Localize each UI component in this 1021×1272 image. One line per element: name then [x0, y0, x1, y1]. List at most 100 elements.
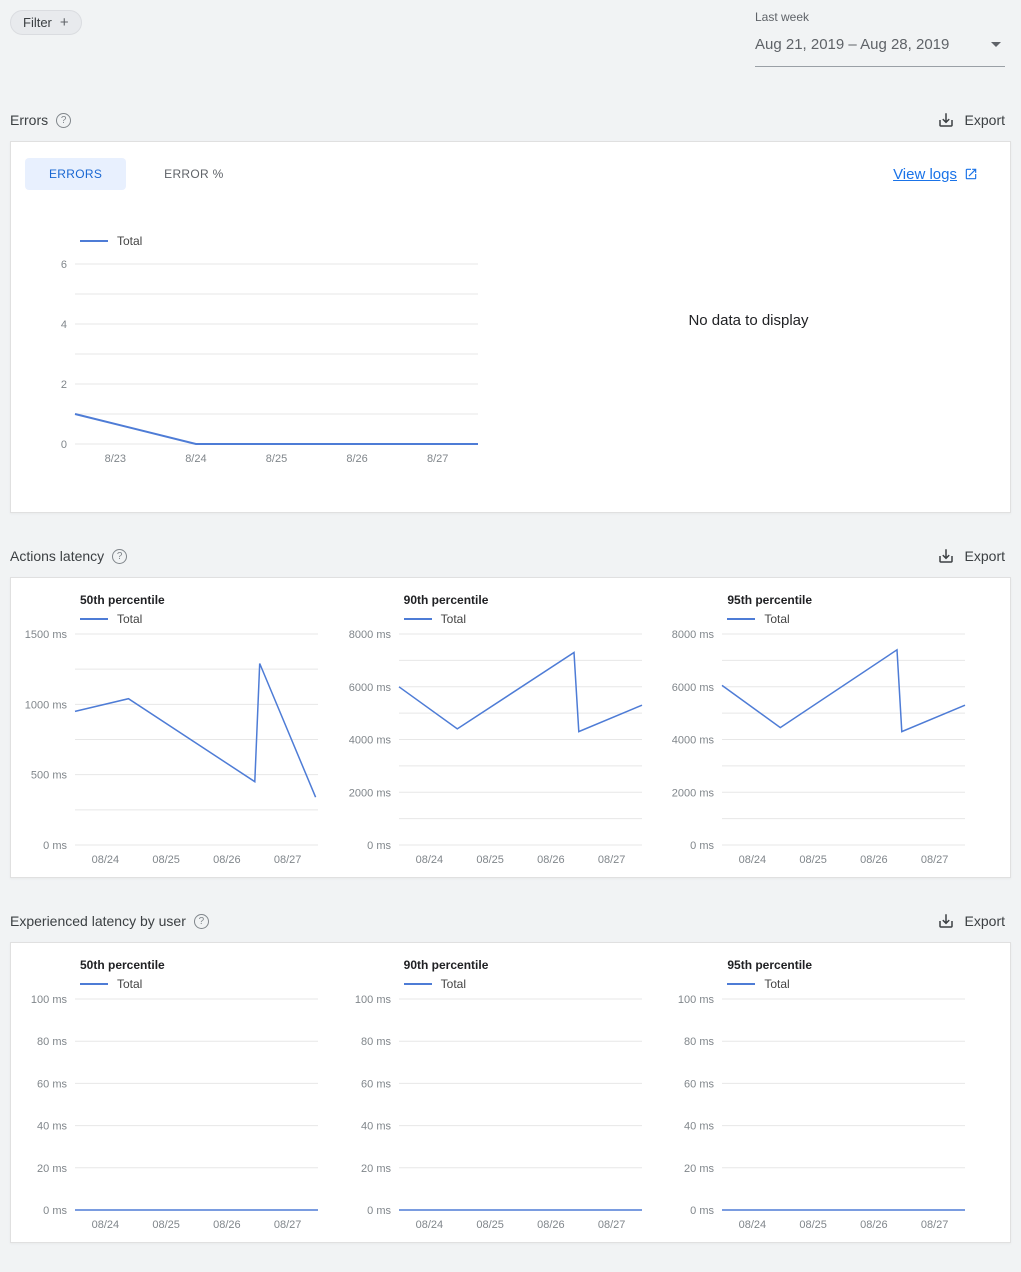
svg-text:08/24: 08/24 [415, 854, 443, 866]
svg-text:60 ms: 60 ms [684, 1078, 714, 1090]
experienced-latency-title-row: Experienced latency by user ? [10, 913, 209, 929]
user-p95-chart: 0 ms 20 ms 40 ms 60 ms 80 ms 100 ms 08/24 08/25… [672, 993, 996, 1236]
legend-line-swatch [80, 240, 108, 242]
chart-legend: Total [727, 977, 996, 991]
errors-chart-block: Total 0 2 4 6 8/23 8/24 8/25 8/26 8/27 [25, 234, 503, 470]
actions-latency-title-row: Actions latency ? [10, 548, 128, 564]
chart-col-90th: 90th percentile Total 0 ms 20 ms 40 ms 60 m… [349, 958, 673, 1236]
legend-label: Total [764, 612, 790, 626]
errors-body: Total 0 2 4 6 8/23 8/24 8/25 8/26 8/27 No data t… [25, 190, 994, 470]
chart-title: 90th percentile [403, 958, 489, 972]
filter-button[interactable]: Filter + [10, 10, 82, 35]
legend-line-swatch [80, 983, 108, 985]
chart-col-95th: 95th percentile Total 0 ms 20 ms 40 ms 60 m… [672, 958, 996, 1236]
svg-text:08/26: 08/26 [213, 854, 241, 866]
svg-text:1000 ms: 1000 ms [25, 699, 67, 711]
errors-section-head: Errors ? Export [10, 107, 1011, 133]
actions-latency-charts: 50th percentile Total 0 ms 500 ms 1000 ms 1… [25, 593, 996, 871]
svg-text:20 ms: 20 ms [37, 1163, 67, 1175]
svg-text:1500 ms: 1500 ms [25, 629, 67, 641]
open-in-new-icon [965, 168, 977, 180]
actions-latency-section-head: Actions latency ? Export [10, 543, 1011, 569]
tab-error-percent[interactable]: ERROR % [164, 167, 224, 181]
errors-card: ERRORS ERROR % View logs Total 0 2 4 6 8/23 8… [10, 141, 1011, 513]
svg-text:8/25: 8/25 [266, 453, 287, 465]
svg-text:4: 4 [61, 319, 67, 331]
errors-legend: Total [80, 234, 503, 248]
legend-label: Total [117, 234, 143, 248]
help-icon[interactable]: ? [193, 913, 209, 929]
legend-label: Total [764, 977, 790, 991]
svg-text:500 ms: 500 ms [31, 770, 68, 782]
svg-text:60 ms: 60 ms [361, 1078, 391, 1090]
legend-label: Total [440, 977, 467, 991]
svg-text:8/24: 8/24 [185, 453, 206, 465]
svg-text:80 ms: 80 ms [37, 1036, 67, 1048]
no-data-message: No data to display [688, 311, 809, 329]
svg-text:08/25: 08/25 [476, 1219, 504, 1231]
filter-button-label: Filter [23, 15, 52, 30]
chart-col-90th: 90th percentile Total 0 ms 2000 ms 4000 ms… [348, 593, 673, 871]
chart-title: 50th percentile [80, 958, 165, 972]
svg-text:4000 ms: 4000 ms [672, 735, 714, 747]
actions-p50-chart: 0 ms 500 ms 1000 ms 1500 ms 08/24 08/25 08/26 0… [25, 628, 349, 871]
svg-text:40 ms: 40 ms [37, 1121, 67, 1133]
svg-text:4000 ms: 4000 ms [349, 735, 391, 747]
svg-text:40 ms: 40 ms [684, 1121, 714, 1133]
svg-text:0 ms: 0 ms [367, 1205, 391, 1217]
actions-latency-export-label: Export [964, 548, 1005, 564]
svg-text:08/24: 08/24 [92, 1219, 120, 1231]
date-range-block: Last week Aug 21, 2019 – Aug 28, 2019 [755, 10, 1005, 67]
svg-text:08/25: 08/25 [152, 1219, 180, 1231]
svg-text:100 ms: 100 ms [31, 994, 68, 1006]
experienced-latency-charts: 50th percentile Total 0 ms 20 ms 40 ms 60 m… [25, 958, 996, 1236]
user-p50-chart: 0 ms 20 ms 40 ms 60 ms 80 ms 100 ms 08/24 08/25… [25, 993, 349, 1236]
svg-text:8/26: 8/26 [346, 453, 367, 465]
plus-icon: + [59, 14, 69, 31]
svg-text:80 ms: 80 ms [684, 1036, 714, 1048]
experienced-latency-export-button[interactable]: Export [931, 908, 1011, 934]
legend-label: Total [440, 612, 467, 626]
svg-text:08/26: 08/26 [860, 1219, 888, 1231]
chart-col-95th: 95th percentile Total 0 ms 2000 ms 4000 ms… [672, 593, 996, 871]
svg-text:08/25: 08/25 [800, 1219, 828, 1231]
view-logs-link[interactable]: View logs [893, 166, 978, 183]
actions-latency-export-button[interactable]: Export [931, 543, 1011, 569]
svg-text:08/27: 08/27 [274, 854, 302, 866]
help-icon[interactable]: ? [112, 548, 128, 564]
svg-text:2000 ms: 2000 ms [672, 787, 714, 799]
svg-text:0 ms: 0 ms [691, 840, 715, 852]
svg-text:100 ms: 100 ms [355, 994, 392, 1006]
download-icon [938, 113, 953, 127]
errors-chart: 0 2 4 6 8/23 8/24 8/25 8/26 8/27 [25, 258, 503, 470]
svg-text:0 ms: 0 ms [43, 840, 67, 852]
legend-line-swatch [727, 983, 756, 985]
legend-line-swatch [403, 983, 432, 985]
errors-tabs: ERRORS ERROR % [25, 158, 248, 190]
svg-text:08/24: 08/24 [415, 1219, 443, 1231]
experienced-latency-export-label: Export [964, 913, 1005, 929]
legend-label: Total [117, 977, 143, 991]
view-logs-label: View logs [893, 165, 957, 183]
errors-title-row: Errors ? [10, 112, 72, 128]
download-icon [938, 549, 953, 563]
chart-title: 90th percentile [403, 593, 489, 607]
legend-line-swatch [80, 618, 108, 620]
svg-text:60 ms: 60 ms [37, 1078, 67, 1090]
tab-errors[interactable]: ERRORS [25, 158, 127, 190]
experienced-latency-section-head: Experienced latency by user ? Export [10, 908, 1011, 934]
svg-text:08/27: 08/27 [598, 1219, 626, 1231]
svg-text:08/26: 08/26 [537, 1219, 565, 1231]
date-range-value: Aug 21, 2019 – Aug 28, 2019 [755, 36, 950, 53]
actions-p90-chart: 0 ms 2000 ms 4000 ms 6000 ms 8000 ms 08/24 08/… [348, 628, 673, 871]
svg-text:08/26: 08/26 [860, 854, 888, 866]
svg-text:08/25: 08/25 [800, 854, 828, 866]
svg-text:8/23: 8/23 [105, 453, 126, 465]
svg-text:0: 0 [61, 439, 67, 451]
chart-title: 95th percentile [727, 593, 813, 607]
errors-export-button[interactable]: Export [931, 107, 1011, 133]
actions-p95-chart: 0 ms 2000 ms 4000 ms 6000 ms 8000 ms 08/24 08/… [672, 628, 996, 871]
help-icon[interactable]: ? [56, 112, 72, 128]
date-range-select[interactable]: Aug 21, 2019 – Aug 28, 2019 [755, 36, 1005, 67]
